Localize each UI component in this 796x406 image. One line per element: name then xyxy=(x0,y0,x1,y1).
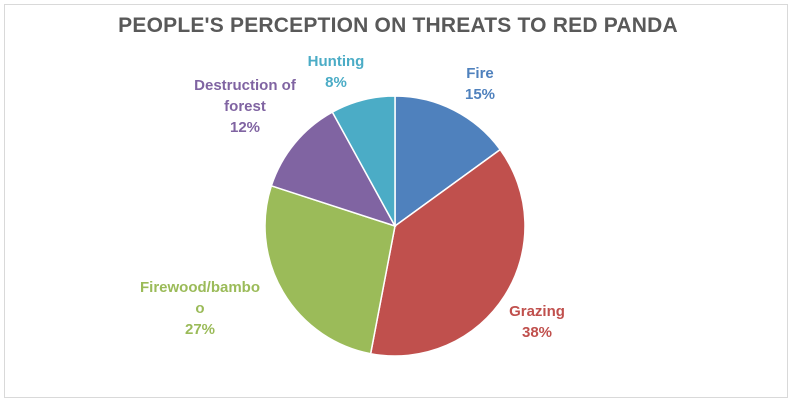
data-label-category: Hunting xyxy=(308,53,365,70)
pie-slice-2 xyxy=(369,148,526,357)
data-label-5: Hunting 8% xyxy=(308,53,365,91)
data-label-category: o xyxy=(195,300,204,317)
data-label-category: Destruction of xyxy=(194,77,297,94)
data-label-value: 15% xyxy=(465,86,495,103)
data-label-value: 12% xyxy=(230,119,260,136)
data-label-category: Grazing xyxy=(509,303,565,320)
data-label-3: Firewood/bambo o 27% xyxy=(140,279,260,338)
pie-slice-3 xyxy=(264,184,396,355)
pie-slice-4 xyxy=(270,111,397,228)
data-label-category: forest xyxy=(224,98,266,115)
data-label-4: Destruction of forest 12% xyxy=(194,77,297,136)
data-label-category: Firewood/bambo xyxy=(140,279,260,296)
data-label-1: Fire 15% xyxy=(465,65,495,103)
chart-title: PEOPLE'S PERCEPTION ON THREATS TO RED PA… xyxy=(118,14,678,37)
data-label-value: 8% xyxy=(325,74,347,91)
data-label-category: Fire xyxy=(466,65,494,82)
pie-slice-1 xyxy=(394,95,502,228)
data-label-2: Grazing 38% xyxy=(509,303,565,341)
pie-slice-5 xyxy=(331,95,396,227)
data-label-value: 38% xyxy=(522,324,552,341)
data-label-value: 27% xyxy=(185,321,215,338)
